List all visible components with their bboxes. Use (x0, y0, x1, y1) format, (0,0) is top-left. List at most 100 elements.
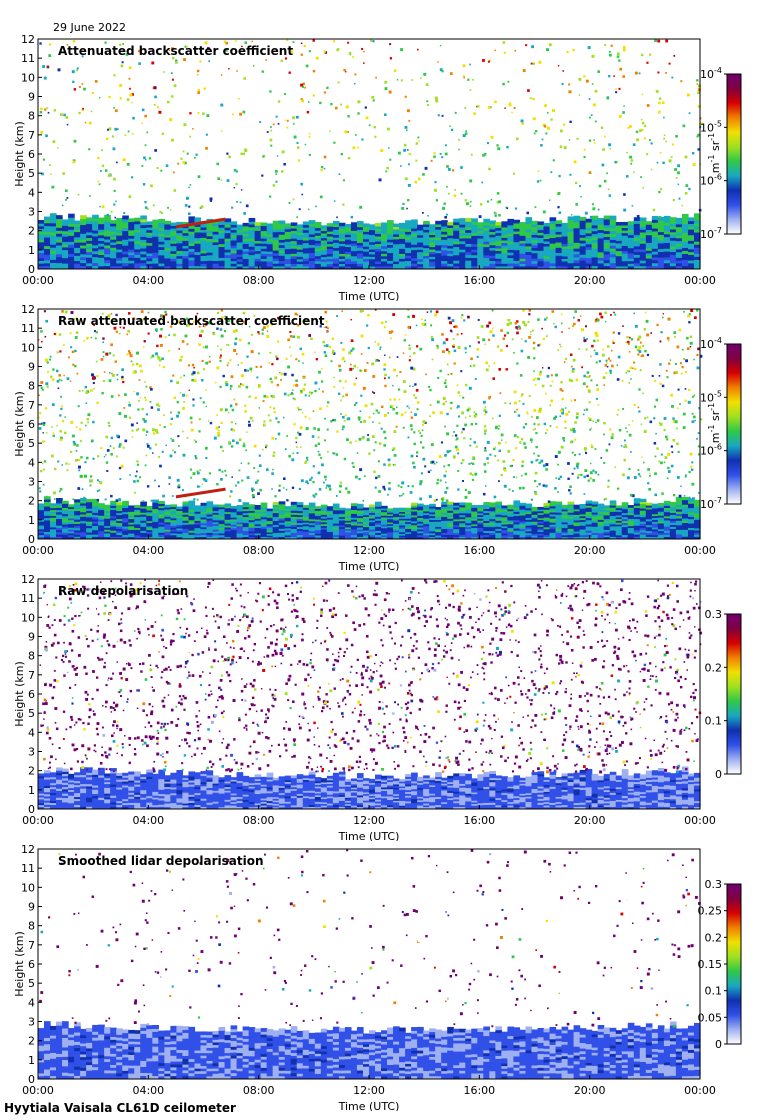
colorbar-tick-label: 10-4 (700, 66, 722, 81)
y-tick-label: 7 (28, 939, 35, 952)
y-tick-label: 10 (21, 341, 35, 354)
y-tick-label: 11 (21, 592, 35, 605)
x-axis-label: Time (UTC) (338, 1100, 400, 1111)
y-tick-label: 7 (28, 669, 35, 682)
y-tick-label: 0 (28, 803, 35, 816)
x-tick-label: 12:00 (353, 544, 385, 557)
x-tick-label: 00:00 (684, 814, 716, 827)
colorbar-tick-label: 0.3 (705, 608, 723, 621)
y-tick-label: 11 (21, 322, 35, 335)
colorbar-tick-label: 10-6 (700, 443, 722, 458)
colorbar-tick-label: 0.2 (705, 931, 723, 944)
colorbar-tick-label: 0 (715, 1038, 722, 1051)
heatmap (38, 579, 703, 809)
y-tick-label: 10 (21, 881, 35, 894)
y-tick-label: 1 (28, 514, 35, 527)
instrument-label: Hyytiala Vaisala CL61D ceilometer (4, 1101, 236, 1115)
chart-panel-1: Attenuated backscatter coefficient012345… (13, 33, 742, 301)
y-tick-label: 8 (28, 380, 35, 393)
y-tick-label: 9 (28, 631, 35, 644)
y-tick-label: 9 (28, 901, 35, 914)
chart-panel-3: Raw depolarisation0123456789101112Height… (13, 573, 742, 841)
y-tick-label: 3 (28, 476, 35, 489)
y-tick-label: 3 (28, 746, 35, 759)
y-tick-label: 12 (21, 33, 35, 46)
y-axis-label: Height (km) (13, 661, 26, 727)
y-tick-label: 1 (28, 784, 35, 797)
colorbar (726, 73, 742, 235)
chart-title: Smoothed lidar depolarisation (58, 854, 264, 868)
y-tick-label: 8 (28, 650, 35, 663)
y-tick-label: 2 (28, 765, 35, 778)
chart-panel-2: Raw attenuated backscatter coefficient 0 1… (13, 303, 742, 571)
chart-panel-4: Smoothed lidar depolarisation01234567891… (13, 843, 742, 1111)
y-tick-label: 2 (28, 225, 35, 238)
y-tick-label: 12 (21, 303, 35, 316)
chart-title: Raw attenuated backscatter coefficient (58, 314, 325, 328)
date-label: 29 June 2022 (53, 21, 126, 34)
y-tick-label: 9 (28, 91, 35, 104)
colorbar-tick-label: 10-5 (700, 119, 722, 134)
colorbar-tick-label: 0.2 (705, 661, 723, 674)
y-tick-label: 6 (28, 688, 35, 701)
y-tick-label: 4 (28, 726, 35, 739)
colorbar-tick-label: 0.05 (698, 1011, 723, 1024)
x-tick-label: 20:00 (574, 1084, 606, 1097)
heatmap (38, 849, 701, 1079)
colorbar-tick-label: 10-7 (700, 496, 722, 511)
y-axis-label: Height (km) (13, 931, 26, 997)
x-tick-label: 16:00 (463, 814, 495, 827)
y-tick-label: 6 (28, 418, 35, 431)
x-tick-label: 08:00 (243, 814, 275, 827)
colorbar-tick-label: 10-5 (700, 389, 722, 404)
x-tick-label: 12:00 (353, 1084, 385, 1097)
colorbar-tick-label: 10-4 (700, 336, 722, 351)
y-tick-label: 0 (28, 263, 35, 276)
y-tick-label: 2 (28, 495, 35, 508)
y-tick-label: 5 (28, 707, 35, 720)
y-tick-label: 9 (28, 361, 35, 374)
y-tick-label: 6 (28, 148, 35, 161)
colorbar-tick-label: 0.1 (705, 985, 723, 998)
x-tick-label: 00:00 (684, 544, 716, 557)
x-tick-label: 04:00 (132, 814, 164, 827)
y-tick-label: 8 (28, 110, 35, 123)
y-tick-label: 10 (21, 611, 35, 624)
y-tick-label: 6 (28, 958, 35, 971)
colorbar-unit-label: m-1 sr-1 (707, 403, 722, 443)
y-tick-label: 2 (28, 1035, 35, 1048)
y-tick-label: 10 (21, 71, 35, 84)
x-tick-label: 16:00 (463, 544, 495, 557)
colorbar-tick-label: 10-6 (700, 173, 722, 188)
x-tick-label: 00:00 (22, 544, 54, 557)
x-tick-label: 08:00 (243, 1084, 275, 1097)
y-tick-label: 1 (28, 1054, 35, 1067)
x-tick-label: 16:00 (463, 1084, 495, 1097)
colorbar-tick-label: 0.25 (698, 905, 723, 918)
colorbar-tick-label: 0.1 (705, 715, 723, 728)
colorbar-tick-label: 10-7 (700, 226, 722, 241)
y-tick-label: 5 (28, 167, 35, 180)
y-tick-label: 0 (28, 533, 35, 546)
y-tick-label: 11 (21, 52, 35, 65)
y-tick-label: 4 (28, 186, 35, 199)
y-tick-label: 12 (21, 843, 35, 856)
y-tick-label: 7 (28, 129, 35, 142)
x-axis-label: Time (UTC) (338, 560, 400, 571)
heatmap (38, 39, 703, 269)
chart-title: Raw depolarisation (58, 584, 188, 598)
x-tick-label: 04:00 (132, 544, 164, 557)
colorbar (726, 883, 742, 1045)
x-tick-label: 20:00 (574, 544, 606, 557)
x-axis-label: Time (UTC) (338, 290, 400, 301)
colorbar (726, 343, 742, 505)
heatmap (38, 309, 703, 539)
y-tick-label: 3 (28, 1016, 35, 1029)
x-tick-label: 04:00 (132, 274, 164, 287)
y-tick-label: 8 (28, 920, 35, 933)
x-tick-label: 00:00 (684, 274, 716, 287)
colorbar-tick-label: 0.3 (705, 878, 723, 891)
chart-title: Attenuated backscatter coefficient (58, 44, 293, 58)
x-tick-label: 12:00 (353, 274, 385, 287)
cloud-layer (175, 217, 226, 229)
